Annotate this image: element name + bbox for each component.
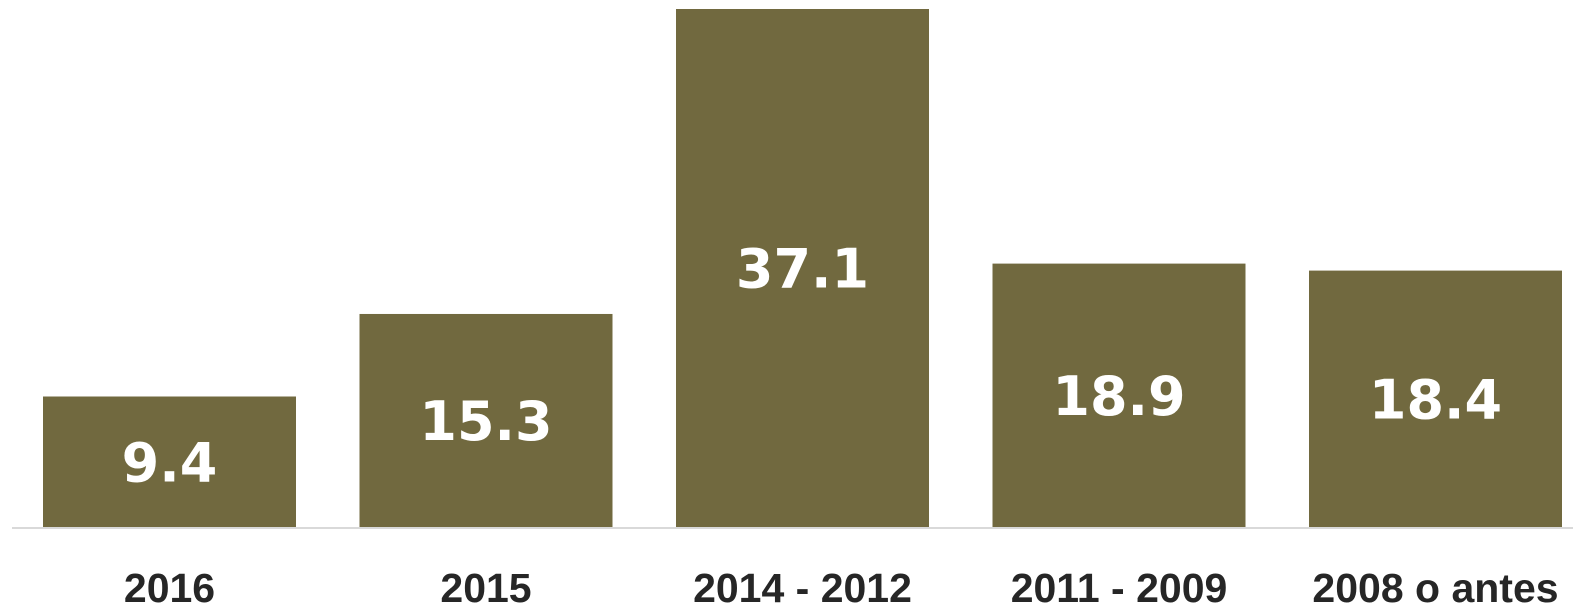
bar-2: [676, 9, 929, 528]
x-tick-label-3: 2011 - 2009: [1011, 565, 1228, 609]
x-tick-labels-group: 2016 2015 2014 - 2012 2011 - 2009 2008 o ant…: [124, 565, 1559, 609]
bar-value-label-3: 18.9: [1052, 365, 1185, 428]
bar-value-label-1: 15.3: [419, 390, 552, 453]
bar-3: [992, 263, 1246, 528]
value-labels-group: 9.4 15.3 37.1 18.9 18.4: [122, 238, 1502, 495]
bar-4: [1309, 270, 1562, 528]
x-tick-label-2: 2014 - 2012: [693, 565, 912, 609]
bar-value-label-4: 18.4: [1369, 368, 1502, 431]
x-tick-label-0: 2016: [124, 565, 215, 609]
bar-value-label-0: 9.4: [122, 431, 218, 494]
x-tick-label-4: 2008 o antes: [1312, 565, 1558, 609]
bar-1: [359, 313, 613, 528]
bar-value-label-2: 37.1: [736, 238, 869, 301]
bar-0: [43, 396, 296, 528]
bars-group: [43, 9, 1562, 528]
x-tick-label-1: 2015: [440, 565, 531, 609]
